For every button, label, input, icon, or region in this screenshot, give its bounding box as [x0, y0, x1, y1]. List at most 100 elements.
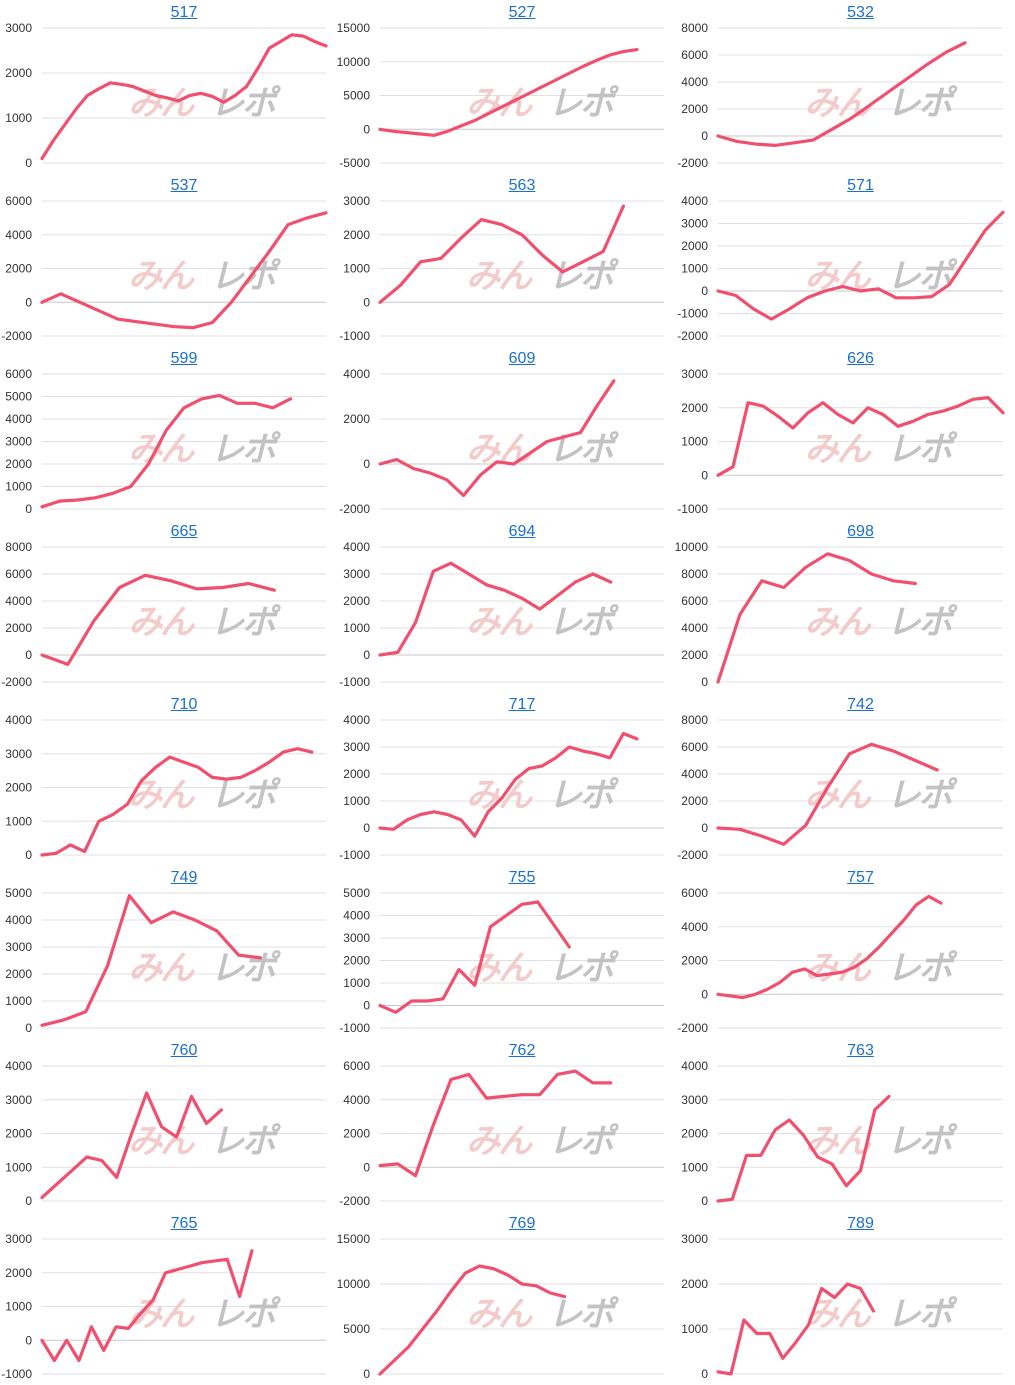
y-tick-label: 0 — [25, 848, 32, 862]
chart-title-link[interactable]: 769 — [508, 1215, 536, 1232]
y-tick-label: -1000 — [677, 307, 708, 321]
series-line — [378, 1264, 567, 1376]
chart-title-link[interactable]: 763 — [847, 1042, 874, 1059]
y-tick-label: 8000 — [681, 713, 708, 727]
y-tick-label: 10000 — [675, 540, 709, 554]
chart-title-link[interactable]: 599 — [170, 350, 198, 367]
chart-title-link[interactable]: 755 — [508, 869, 536, 886]
watermark-text-a: みん — [466, 602, 533, 642]
chart-panel-763: 0 1000 2000 3000 4000 みん レポ 763 — [676, 1038, 1015, 1211]
chart-title-link[interactable]: 698 — [847, 523, 874, 540]
chart-title-link[interactable]: 532 — [847, 4, 874, 21]
watermark-logo: みん レポ — [805, 1121, 960, 1161]
y-tick-label: 4000 — [343, 1093, 370, 1107]
chart-svg: 0 1000 2000 3000 4000 5000 6000 みん レポ — [5, 367, 326, 516]
y-tick-label: 1000 — [343, 262, 370, 276]
watermark-logo: みん レポ — [466, 602, 621, 642]
watermark-logo: みん レポ — [466, 1121, 621, 1161]
y-tick-label: 4000 — [681, 194, 708, 208]
y-tick-label: -2000 — [339, 502, 370, 516]
y-tick-label: 4000 — [5, 913, 32, 927]
y-tick-label: 4000 — [5, 713, 32, 727]
chart-title-link[interactable]: 626 — [847, 350, 874, 367]
y-tick-label: 3000 — [5, 1232, 32, 1246]
chart-panel-694: -1000 0 1000 2000 3000 4000 みん レポ 694 — [338, 519, 676, 692]
y-tick-label: -1000 — [1, 1367, 32, 1381]
watermark-text-a: みん — [805, 948, 872, 988]
chart-title-link[interactable]: 742 — [847, 696, 874, 713]
chart-panel-769: 0 5000 10000 15000 みん レポ 769 — [337, 1211, 676, 1384]
series-line — [378, 561, 613, 657]
chart-title-link[interactable]: 527 — [508, 4, 536, 21]
watermark-logo: みん レポ — [128, 948, 283, 988]
chart-title-link[interactable]: 609 — [508, 350, 536, 367]
chart-title-link[interactable]: 762 — [508, 1042, 536, 1059]
chart-title-link[interactable]: 517 — [170, 4, 198, 21]
y-tick-label: -2000 — [677, 848, 708, 862]
chart-panel-760: 0 1000 2000 3000 4000 みん レポ 760 — [0, 1038, 338, 1211]
y-tick-label: 6000 — [5, 567, 32, 581]
chart-title-link[interactable]: 749 — [170, 869, 198, 886]
y-tick-label: 0 — [701, 1367, 708, 1381]
watermark-logo: みん レポ — [128, 775, 283, 815]
y-tick-label: -1000 — [677, 502, 708, 516]
chart-title-link[interactable]: 760 — [170, 1042, 198, 1059]
chart-title-link[interactable]: 765 — [170, 1215, 198, 1232]
y-tick-label: 3000 — [5, 747, 32, 761]
watermark-text-b: レポ — [548, 1121, 619, 1161]
watermark-text-b: レポ — [210, 948, 281, 988]
y-tick-label: 5000 — [343, 886, 370, 900]
y-tick-label: 6000 — [681, 594, 708, 608]
chart-title-link[interactable]: 694 — [508, 523, 536, 540]
chart-panel-532: -2000 0 2000 4000 6000 8000 みん レポ 532 — [676, 0, 1015, 173]
chart-title-link[interactable]: 537 — [170, 177, 198, 194]
chart-svg: 0 5000 10000 15000 みん レポ — [337, 1232, 664, 1381]
y-tick-label: 3000 — [681, 367, 708, 381]
y-tick-label: 0 — [363, 1367, 370, 1381]
y-tick-label: 0 — [25, 156, 32, 170]
series-line — [40, 1249, 254, 1363]
series-line — [716, 41, 967, 147]
y-tick-label: 6000 — [5, 194, 32, 208]
watermark-text-a: みん — [128, 256, 195, 296]
chart-panel-571: -2000 -1000 0 1000 2000 3000 4000 みん レポ 571 — [676, 173, 1015, 346]
y-tick-label: -2000 — [1, 329, 32, 343]
chart-title-link[interactable]: 717 — [508, 696, 536, 713]
y-tick-label: 3000 — [681, 1232, 708, 1246]
chart-title-link[interactable]: 571 — [847, 177, 874, 194]
series-line — [40, 573, 276, 666]
chart-svg: -2000 0 2000 4000 6000 みん レポ — [339, 1059, 664, 1208]
y-tick-label: 2000 — [343, 594, 370, 608]
watermark-text-b: レポ — [548, 429, 619, 469]
chart-title-link[interactable]: 757 — [847, 869, 874, 886]
watermark-text-a: みん — [466, 1121, 533, 1161]
watermark-text-a: みん — [466, 775, 533, 815]
y-tick-label: 2000 — [681, 1277, 708, 1291]
y-tick-label: 3000 — [343, 567, 370, 581]
chart-svg: -1000 0 1000 2000 3000 みん レポ — [339, 194, 664, 343]
y-tick-label: 3000 — [5, 1093, 32, 1107]
watermark-logo: みん レポ — [805, 83, 960, 123]
y-tick-label: -2000 — [677, 329, 708, 343]
series-line — [716, 552, 917, 684]
series-line — [378, 204, 625, 304]
y-tick-label: 15000 — [337, 21, 371, 35]
y-tick-label: 4000 — [5, 228, 32, 242]
chart-title-link[interactable]: 789 — [847, 1215, 874, 1232]
watermark-text-b: レポ — [210, 602, 281, 642]
chart-panel-757: -2000 0 2000 4000 6000 みん レポ 757 — [676, 865, 1015, 1038]
y-tick-label: 4000 — [681, 767, 708, 781]
chart-svg: 0 1000 2000 3000 4000 5000 みん レポ — [5, 886, 326, 1035]
chart-panel-742: -2000 0 2000 4000 6000 8000 みん レポ 742 — [676, 692, 1015, 865]
chart-title-link[interactable]: 563 — [508, 177, 536, 194]
chart-svg: -5000 0 5000 10000 15000 みん レポ — [337, 21, 664, 170]
y-tick-label: 1000 — [5, 480, 32, 494]
y-tick-label: 4000 — [681, 75, 708, 89]
y-tick-label: 5000 — [5, 390, 32, 404]
y-tick-label: 4000 — [343, 713, 370, 727]
chart-title-link[interactable]: 710 — [170, 696, 198, 713]
y-tick-label: 1000 — [343, 976, 370, 990]
series-line — [378, 900, 571, 1014]
y-tick-label: -1000 — [339, 329, 370, 343]
chart-title-link[interactable]: 665 — [170, 523, 198, 540]
